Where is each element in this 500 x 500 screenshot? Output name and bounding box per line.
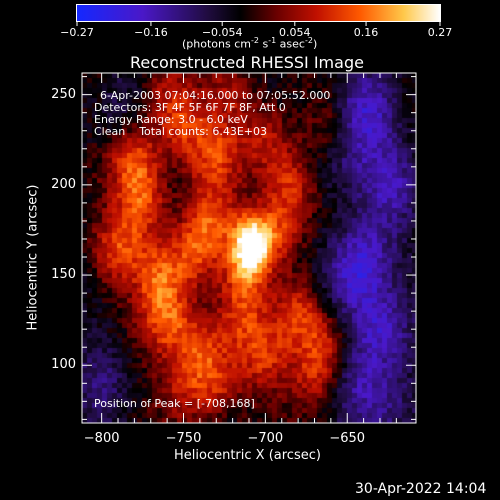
colorbar-ticks (76, 21, 441, 26)
colorbar-tick-label: −0.27 (60, 26, 94, 39)
colorbar-tick-label: 0.054 (279, 26, 311, 39)
energy-range-text: Energy Range: 3.0 - 6.0 keV (94, 113, 248, 126)
time-range-text: 6-Apr-2003 07:04:16.000 to 07:05:52.000 (100, 89, 331, 102)
x-tick-label: −700 (247, 431, 284, 446)
colorbar-tick-label: 0.27 (427, 26, 453, 39)
colorbar-tick-label: 0.16 (353, 26, 379, 39)
colorbar-gradient (77, 5, 440, 21)
y-tick-label: 200 (51, 176, 76, 192)
total-counts-text: Clean Total counts: 6.43E+03 (94, 125, 268, 138)
colorbar-unit-label: (photons cm-2 s-1 asec-2) (182, 36, 318, 51)
x-tick-label: −800 (83, 431, 120, 446)
x-tick-label: −750 (165, 431, 202, 446)
colorbar-tick-label: −0.054 (201, 26, 243, 39)
x-tick-label: −650 (329, 431, 366, 446)
y-tick-label: 100 (51, 357, 76, 373)
x-axis-label: Heliocentric X (arcsec) (174, 448, 321, 463)
chart-title: Reconstructed RHESSI Image (130, 53, 364, 72)
y-tick-label: 150 (51, 267, 76, 283)
y-axis-label: Heliocentric Y (arcsec) (25, 184, 41, 331)
colorbar (76, 4, 441, 22)
footer-timestamp: 30-Apr-2022 14:04 (355, 481, 487, 497)
detectors-text: Detectors: 3F 4F 5F 6F 7F 8F, Att 0 (94, 101, 286, 114)
plot-area (82, 73, 416, 423)
y-tick-label: 250 (51, 86, 76, 102)
heatmap-image (82, 73, 416, 423)
colorbar-tick-label: −0.16 (134, 26, 168, 39)
peak-position-text: Position of Peak = [-708,168] (94, 397, 255, 410)
